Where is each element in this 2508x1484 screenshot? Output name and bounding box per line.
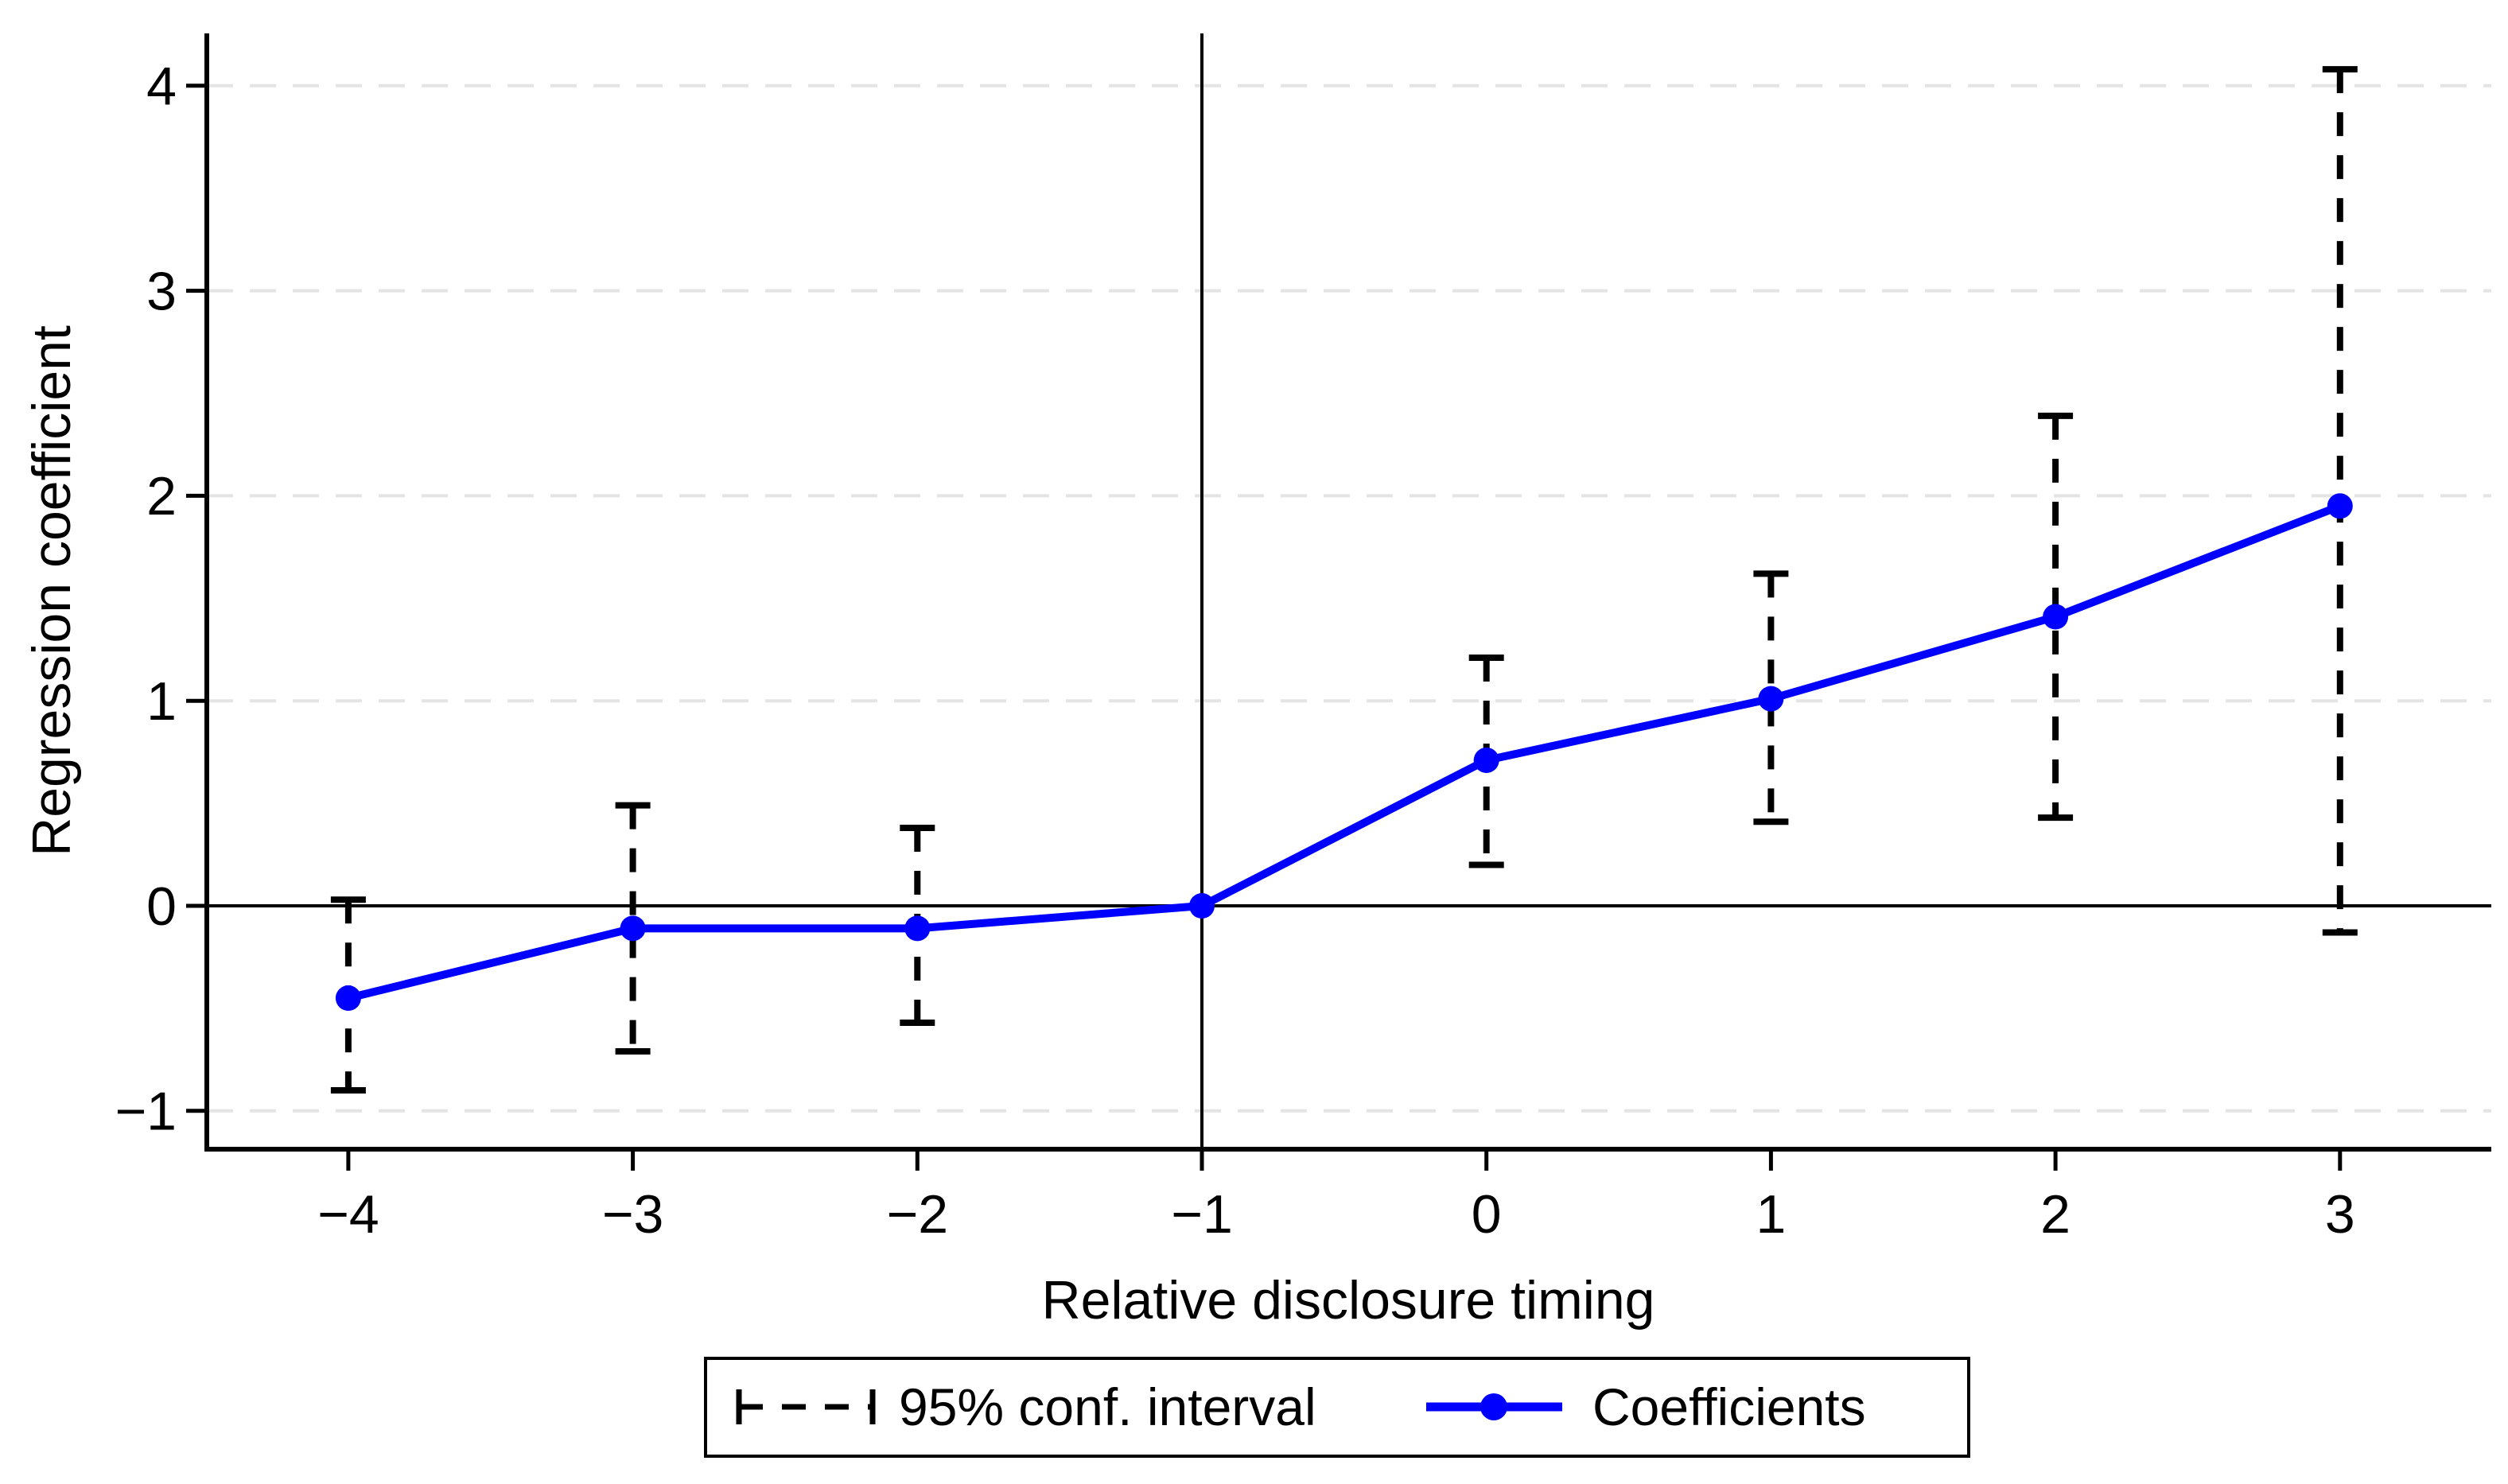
y-tick-label: 0 bbox=[146, 876, 177, 937]
legend-coef-marker bbox=[1480, 1393, 1507, 1420]
y-tick-label: 1 bbox=[146, 671, 177, 732]
coef-point bbox=[1189, 893, 1215, 919]
coef-point bbox=[2043, 604, 2069, 630]
x-tick-label: 3 bbox=[2325, 1184, 2355, 1245]
x-tick-label: 1 bbox=[1756, 1184, 1786, 1245]
y-tick-label: 3 bbox=[146, 261, 177, 321]
coef-point bbox=[1758, 686, 1784, 712]
x-tick-label: −1 bbox=[1171, 1184, 1233, 1245]
y-tick-label: −1 bbox=[115, 1082, 177, 1142]
coef-point bbox=[2327, 493, 2353, 519]
legend-box bbox=[704, 1357, 1970, 1458]
legend-coef-glyph bbox=[1426, 1393, 1562, 1420]
y-axis-title: Regression coefficient bbox=[21, 325, 82, 857]
y-tick-label: 2 bbox=[146, 466, 177, 526]
coef-point bbox=[620, 915, 646, 942]
gridlines bbox=[207, 84, 2491, 1113]
coefficients-series bbox=[335, 493, 2353, 1012]
legend-coef-label: Coefficients bbox=[1592, 1377, 1866, 1436]
y-tick-label: 4 bbox=[146, 56, 177, 117]
coef-point bbox=[1473, 747, 1499, 773]
ci-whisker-group bbox=[1753, 570, 1789, 826]
y-axis: −1 0 1 2 3 4 bbox=[115, 33, 209, 1149]
x-tick-label: −4 bbox=[317, 1184, 379, 1245]
x-axis-title: Relative disclosure timing bbox=[1042, 1270, 1655, 1331]
legend-ci-label: 95% conf. interval bbox=[899, 1377, 1316, 1436]
x-tick-label: −2 bbox=[887, 1184, 949, 1245]
x-axis: −4 −3 −2 −1 0 1 2 3 bbox=[204, 1147, 2491, 1245]
coef-line bbox=[344, 502, 2344, 1003]
x-tick-label: 0 bbox=[1472, 1184, 1502, 1245]
x-tick-label: 2 bbox=[2040, 1184, 2071, 1245]
legend: 95% conf. interval Coefficients bbox=[704, 1357, 1970, 1458]
x-tick-label: −3 bbox=[602, 1184, 664, 1245]
ci-whisker-group bbox=[615, 802, 651, 1055]
y-ticks: −1 0 1 2 3 4 bbox=[115, 56, 207, 1142]
ci-whisker-group bbox=[2038, 412, 2074, 822]
legend-ci-glyph bbox=[736, 1389, 876, 1424]
coef-point bbox=[335, 985, 361, 1012]
x-ticks: −4 −3 −2 −1 0 1 2 3 bbox=[317, 1149, 2355, 1245]
coef-point bbox=[904, 915, 931, 942]
